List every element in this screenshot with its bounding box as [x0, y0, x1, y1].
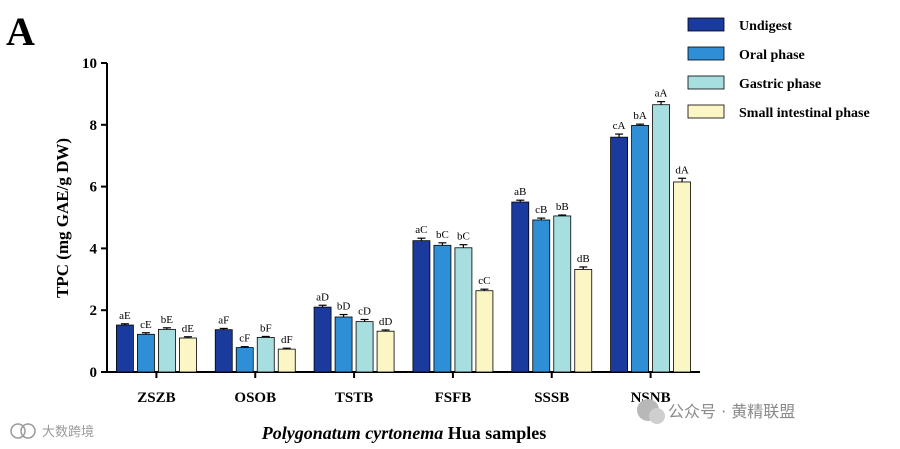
x-axis-title-rest: Hua samples: [448, 423, 547, 443]
y-tick-label: 4: [90, 241, 98, 257]
bar-nsnb-2: [652, 104, 670, 373]
legend-label: Gastric phase: [739, 77, 821, 92]
data-label: dB: [577, 253, 590, 265]
x-category-label: SSSB: [534, 390, 569, 406]
bar-sssb-0: [511, 201, 530, 373]
bar-nsnb-3: [673, 181, 691, 373]
bar-nsnb-0: [610, 136, 628, 373]
bar-zszb-0: [116, 324, 134, 373]
watermark-left-logo-ring-icon: [20, 423, 36, 439]
watermark-right: 公众号 · 黄精联盟: [637, 399, 795, 424]
wechat-logo-bubble-icon: [649, 408, 665, 424]
bar-tstb-3: [376, 330, 395, 373]
bar-zszb-2: [158, 328, 176, 373]
data-label: bB: [556, 201, 569, 213]
data-label: cB: [535, 204, 547, 216]
legend-label: Undigest: [739, 19, 792, 34]
data-label: bC: [436, 229, 449, 241]
bar-sssb-1: [532, 219, 551, 373]
data-label: aA: [655, 88, 668, 100]
x-category-label: FSFB: [435, 390, 472, 406]
bar-fsfb-1: [433, 244, 452, 373]
bar-fsfb-3: [475, 290, 494, 373]
legend-swatch: [687, 46, 725, 61]
bar-series: aE cE bE dE aF cF bF dF aD bD cD dD aC bC bC cC aB cB bB dB…: [116, 88, 691, 373]
data-label: bA: [633, 110, 647, 122]
bar-osob-0: [214, 329, 233, 373]
bar-zszb-3: [179, 337, 197, 373]
bar-fsfb-0: [412, 240, 431, 373]
legend-label: Oral phase: [739, 48, 805, 63]
data-label: aE: [119, 310, 131, 322]
y-axis-title: TPC (mg GAE/g DW): [53, 138, 72, 298]
data-label: aF: [218, 314, 229, 326]
y-tick-label: 10: [82, 56, 97, 72]
x-axis-title-species: Polygonatum cyrtonema: [261, 423, 444, 443]
bar-zszb-1: [137, 333, 155, 373]
bar-tstb-2: [355, 321, 374, 373]
y-axis-ticks: 0 2 4 6 8 10: [82, 56, 107, 381]
legend-label: Small intestinal phase: [739, 106, 870, 121]
data-label: cC: [478, 275, 490, 287]
watermark-left-logo-icon: [10, 423, 26, 439]
legend-swatch: [687, 17, 725, 32]
x-category-label: ZSZB: [137, 390, 175, 406]
panel-letter: A: [6, 9, 35, 54]
data-label: cE: [140, 319, 152, 331]
legend-swatch: [687, 104, 725, 119]
y-tick-label: 8: [90, 118, 98, 134]
x-category-label: OSOB: [234, 390, 276, 406]
data-label: bC: [457, 231, 470, 243]
data-label: aD: [316, 291, 329, 303]
data-label: dF: [281, 334, 293, 346]
bar-osob-2: [256, 336, 275, 373]
bar-sssb-3: [574, 269, 593, 373]
x-axis-title: Polygonatum cyrtonema Hua samples: [261, 423, 547, 443]
data-label: aC: [415, 224, 427, 236]
bar-tstb-1: [334, 316, 353, 373]
data-label: bE: [161, 314, 174, 326]
data-label: cA: [613, 120, 626, 132]
x-category-label: TSTB: [335, 390, 373, 406]
data-label: dE: [182, 323, 195, 335]
data-label: cD: [358, 305, 371, 317]
chart-axes: [106, 63, 700, 373]
data-label: cF: [239, 333, 250, 345]
bar-osob-1: [235, 347, 254, 373]
y-tick-label: 6: [90, 180, 98, 196]
bar-fsfb-2: [454, 247, 473, 373]
bar-tstb-0: [313, 306, 332, 373]
data-label: bF: [260, 322, 272, 334]
data-label: dD: [379, 316, 393, 328]
bar-sssb-2: [553, 215, 572, 373]
bar-osob-3: [277, 348, 296, 373]
watermark-left: 大数跨境: [10, 423, 94, 440]
data-label: aB: [514, 186, 526, 198]
y-tick-label: 0: [90, 365, 98, 381]
data-label: dA: [675, 164, 689, 176]
watermark-left-text: 大数跨境: [42, 425, 94, 440]
data-label: bD: [337, 301, 351, 313]
legend: Undigest Oral phase Gastric phase Small int…: [687, 17, 870, 121]
x-axis-category-labels: ZSZB OSOB TSTB FSFB SSSB NSNB: [137, 372, 671, 406]
y-tick-label: 2: [90, 303, 98, 319]
watermark-right-text: 公众号 · 黄精联盟: [668, 402, 795, 421]
bar-nsnb-1: [631, 125, 649, 373]
legend-swatch: [687, 75, 725, 90]
